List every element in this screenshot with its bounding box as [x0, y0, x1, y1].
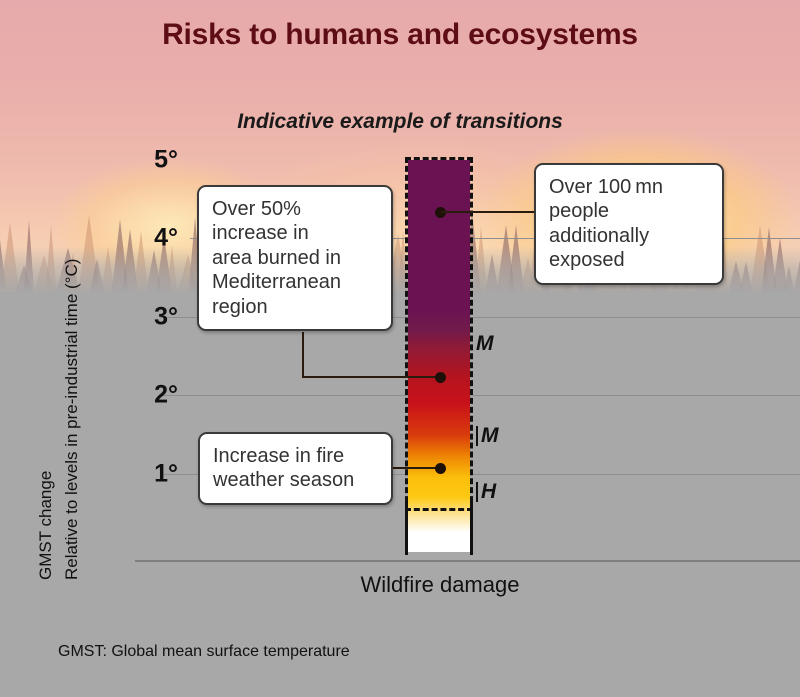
callout-mediterranean[interactable]: Over 50% increase in area burned in Medi… [197, 185, 393, 331]
callout-line: region [212, 295, 268, 318]
y-axis-tick-1: 1° [154, 459, 178, 488]
chart-subtitle: Indicative example of transitions [237, 110, 563, 133]
confidence-label: H [481, 480, 497, 503]
overlay-gray [0, 292, 800, 697]
gridline [160, 395, 800, 396]
y-axis-tick-3: 3° [154, 302, 178, 331]
footnote-gmst: GMST: Global mean surface temperature [58, 643, 350, 660]
connector-horizontal-mediterranean [302, 376, 438, 378]
ember-gradient [408, 160, 470, 552]
confidence-label: M [481, 424, 499, 447]
callout-line: weather season [213, 469, 355, 492]
connector-dot-fire-season [435, 463, 446, 474]
callout-line: Mediterranean [212, 271, 341, 294]
y-axis-tick-4: 4° [154, 223, 178, 252]
callout-line: increase in [212, 222, 309, 245]
ember-border-left-solid [405, 500, 408, 555]
x-axis-label: Wildfire damage [360, 572, 520, 597]
confidence-label: M [476, 332, 494, 355]
gridline [160, 474, 800, 475]
connector-dot-exposure [435, 207, 446, 218]
gridline [160, 317, 800, 318]
callout-fire-season[interactable]: Increase in fire weather season [198, 432, 393, 505]
confidence-tick-icon [476, 426, 478, 446]
confidence-marker-h: H [476, 480, 496, 504]
y-axis-tick-2: 2° [154, 380, 178, 409]
x-axis-line [135, 560, 800, 562]
confidence-tick-icon [476, 482, 478, 502]
burning-ember-bar[interactable] [405, 157, 473, 555]
connector-dot-mediterranean [435, 372, 446, 383]
gridline [190, 238, 800, 239]
confidence-marker-m-upper: M [476, 332, 494, 356]
connector-line-exposure [441, 211, 536, 213]
connector-line-fire-season [392, 467, 438, 469]
y-axis-label-primary: GMST change [36, 470, 55, 580]
callout-line: exposed [549, 249, 625, 272]
callout-line: area burned in [212, 246, 341, 269]
callout-line: Increase in fire [213, 445, 345, 467]
callout-line: Over 50% [212, 198, 301, 220]
callout-line: additionally [549, 224, 650, 247]
confidence-marker-m-lower: M [476, 424, 499, 448]
connector-vertical-mediterranean [302, 332, 304, 378]
page-title: Risks to humans and ecosystems [162, 18, 638, 51]
y-axis-tick-5: 5° [154, 145, 178, 174]
callout-line: people [549, 200, 610, 223]
callout-exposure[interactable]: Over 100 mn people additionally exposed [534, 163, 724, 285]
y-axis-label-secondary: Relative to levels in pre-industrial tim… [62, 258, 81, 580]
callout-line: Over 100 mn [549, 176, 664, 198]
ember-border-right-solid [470, 500, 473, 555]
